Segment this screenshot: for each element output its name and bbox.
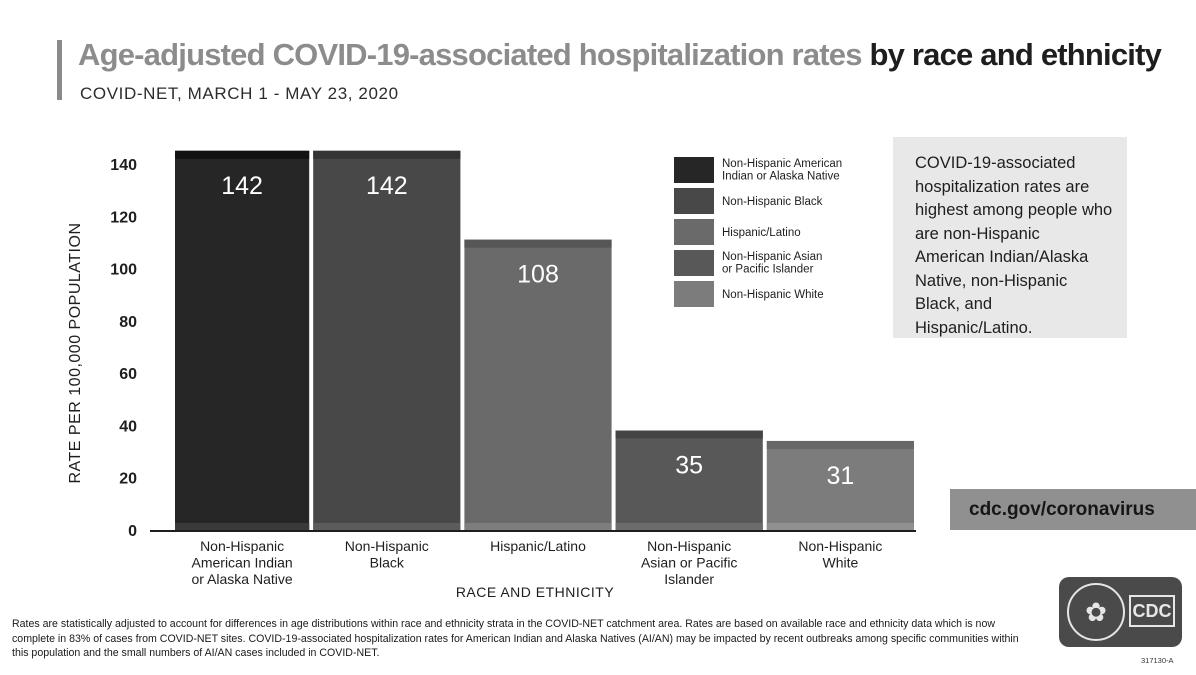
legend-label: Non-Hispanic Asian xyxy=(722,251,822,263)
bar-base-edge xyxy=(313,523,461,530)
bar-base-edge xyxy=(175,523,310,530)
y-tick-label: 120 xyxy=(110,209,137,226)
x-tick-label: White xyxy=(823,555,859,571)
x-tick-label: Hispanic/Latino xyxy=(490,538,586,554)
bar xyxy=(615,430,763,530)
bar-data-label: 142 xyxy=(221,172,263,200)
chart-axes: 0 20 40 60 80 100 120 140 RATE PER 100,000 POPUL… xyxy=(67,157,916,600)
bar-data-label: 35 xyxy=(675,452,703,480)
title-accent-bar xyxy=(57,40,62,100)
x-tick-label: Asian or Pacific xyxy=(641,555,737,571)
hhs-eagle-seal-icon: ✿ xyxy=(1067,583,1125,641)
legend-swatch xyxy=(674,281,714,307)
title-part-2: by race and ethnicity xyxy=(869,37,1162,72)
x-axis-label: RACE AND ETHNICITY xyxy=(456,584,615,600)
y-tick-label: 80 xyxy=(119,314,137,331)
legend-swatch xyxy=(674,250,714,276)
bar xyxy=(175,150,310,530)
bar xyxy=(464,239,612,530)
bar-base-edge xyxy=(766,523,914,530)
page-title: Age-adjusted COVID-19-associated hospita… xyxy=(78,37,1162,73)
y-tick-label: 0 xyxy=(128,523,137,540)
bar-data-label: 31 xyxy=(826,462,854,490)
chart-bars: 142 142 108 35 31 xyxy=(175,150,914,530)
bar-top-edge xyxy=(175,150,310,159)
legend-label: Non-Hispanic Black xyxy=(722,196,823,208)
legend-swatch xyxy=(674,219,714,245)
legend-swatch xyxy=(674,188,714,214)
y-tick-label: 40 xyxy=(119,418,137,435)
legend-label: or Pacific Islander xyxy=(722,264,814,276)
website-link[interactable]: cdc.gov/coronavirus xyxy=(950,489,1196,530)
footnote: Rates are statistically adjusted to acco… xyxy=(12,618,1019,659)
bar-data-label: 108 xyxy=(517,261,559,289)
x-tick-label: or Alaska Native xyxy=(192,571,293,587)
cdc-logo: ✿ CDC xyxy=(1059,577,1182,647)
y-axis-label: RATE PER 100,000 POPULATION xyxy=(67,223,84,484)
title-part-1: Age-adjusted COVID-19-associated hospita… xyxy=(78,37,862,72)
bar-top-edge xyxy=(615,430,763,439)
page-subtitle: COVID-NET, MARCH 1 - MAY 23, 2020 xyxy=(80,84,399,103)
legend-swatch xyxy=(674,157,714,183)
document-code: 317130-A xyxy=(1141,656,1174,665)
x-tick-label: Non-Hispanic xyxy=(345,538,429,554)
bar-base-edge xyxy=(464,523,612,530)
x-tick-label: Non-Hispanic xyxy=(798,538,882,554)
bar-top-edge xyxy=(464,239,612,248)
y-tick-label: 140 xyxy=(110,157,137,174)
x-tick-label: Islander xyxy=(664,571,714,587)
bar-top-edge xyxy=(313,150,461,159)
x-tick-label: Non-Hispanic xyxy=(647,538,731,554)
bar-base-edge xyxy=(615,523,763,530)
y-tick-label: 20 xyxy=(119,471,137,488)
legend-label: Non-Hispanic American xyxy=(722,158,842,170)
bar-data-label: 142 xyxy=(366,172,408,200)
y-tick-label: 60 xyxy=(119,366,137,383)
cdc-logo-text: CDC xyxy=(1129,595,1175,627)
bar-top-edge xyxy=(766,440,914,449)
y-tick-label: 100 xyxy=(110,262,137,279)
legend-label: Indian or Alaska Native xyxy=(722,171,840,183)
x-tick-label: Black xyxy=(370,555,405,571)
legend-label: Hispanic/Latino xyxy=(722,227,801,239)
bar xyxy=(766,440,914,530)
x-tick-label: Non-Hispanic xyxy=(200,538,284,554)
legend-label: Non-Hispanic White xyxy=(722,289,824,301)
x-tick-label: American Indian xyxy=(192,555,293,571)
bar xyxy=(313,150,461,530)
callout-box: COVID-19-associated hospitalization rate… xyxy=(893,137,1127,338)
